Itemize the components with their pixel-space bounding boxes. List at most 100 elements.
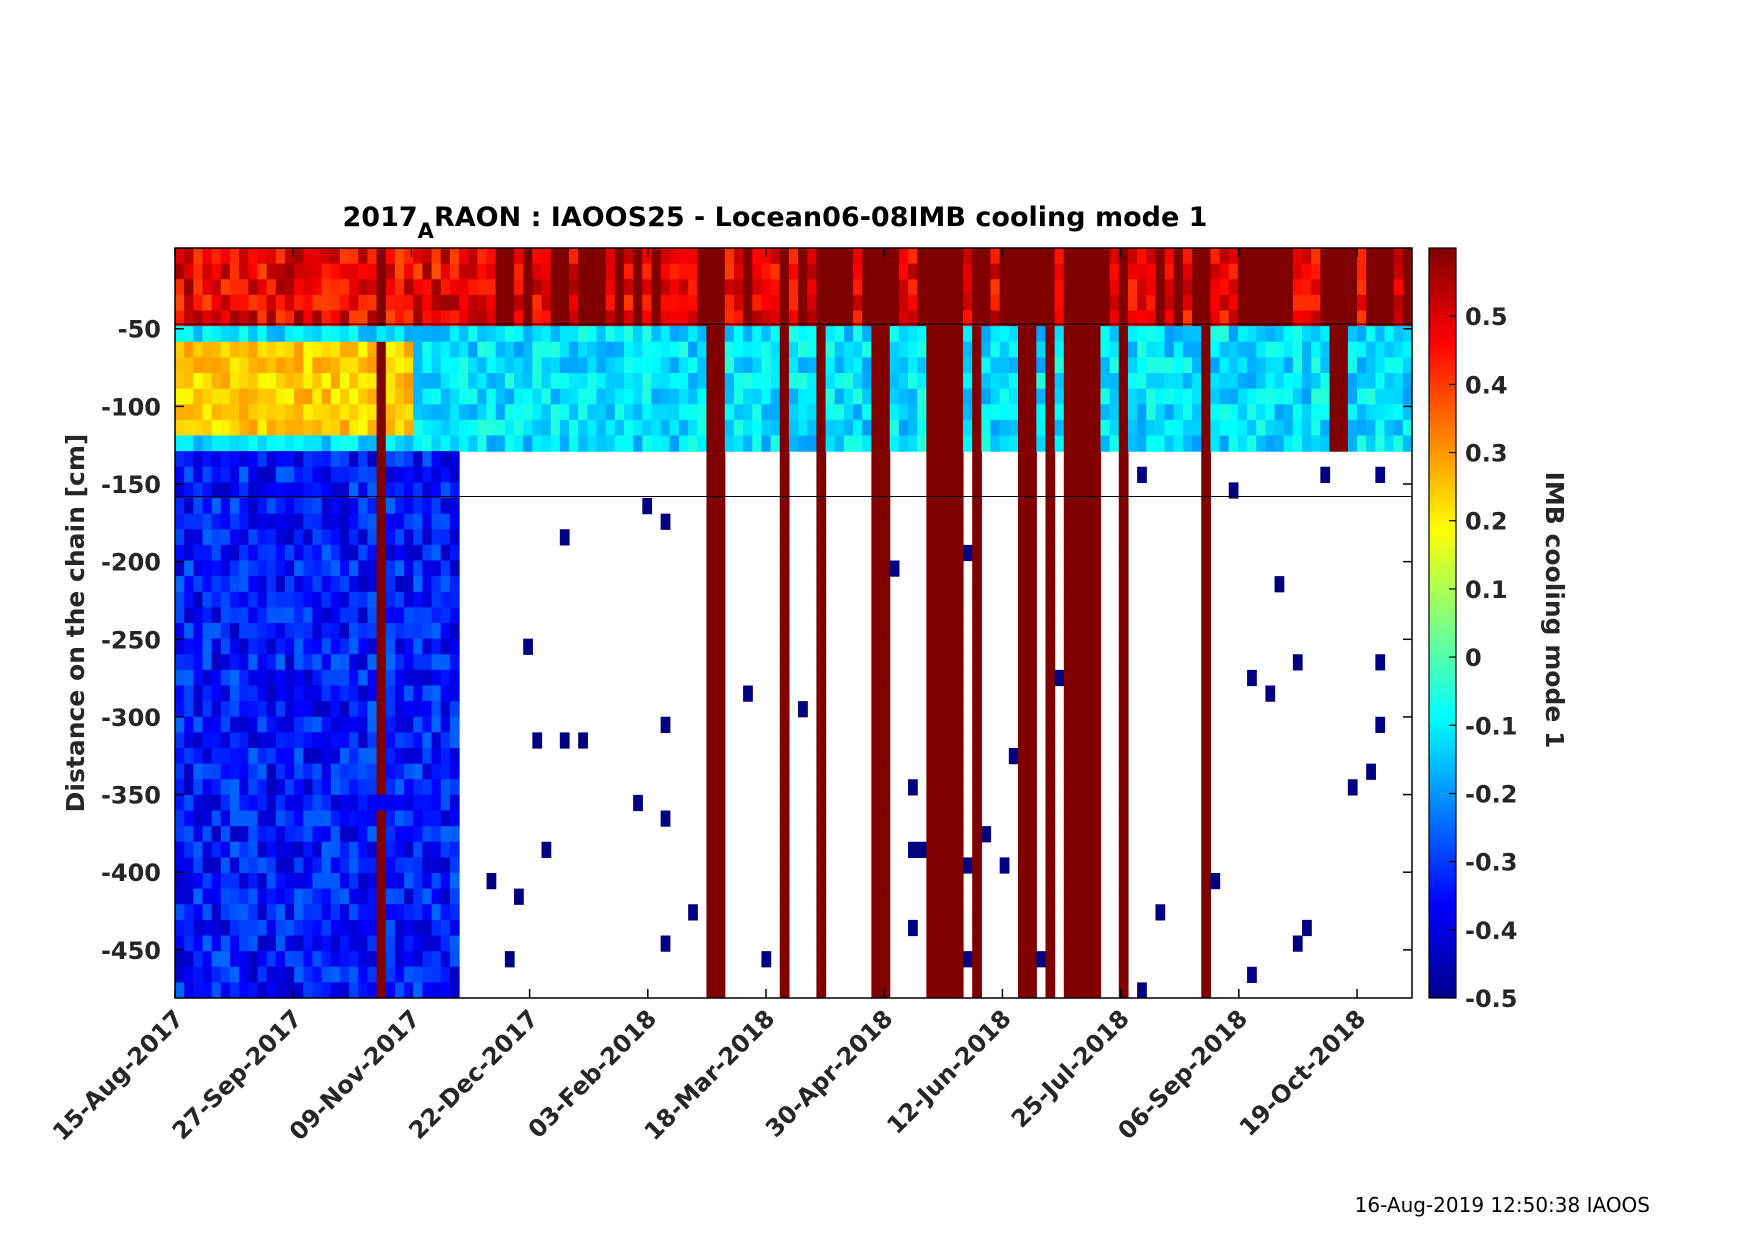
heatmap-cell (184, 919, 194, 937)
heatmap-cell (321, 388, 332, 405)
heatmap-cell (706, 451, 717, 468)
heatmap-cell (284, 607, 295, 624)
heatmap-cell (202, 966, 213, 983)
heatmap-cell (321, 951, 332, 968)
heatmap-cell (294, 763, 304, 780)
heatmap-cell (404, 873, 414, 890)
heatmap-cell (953, 248, 964, 265)
heatmap-cell (175, 623, 185, 640)
heatmap-cell (1072, 263, 1083, 280)
heatmap-cell (1118, 419, 1129, 437)
heatmap-cell (788, 294, 799, 312)
heatmap-cell (202, 451, 213, 468)
heatmap-cell (1329, 357, 1340, 374)
heatmap-cell (404, 685, 414, 702)
heatmap-cell (349, 732, 359, 749)
heatmap-cell (266, 951, 277, 968)
heatmap-cell (917, 310, 927, 327)
heatmap-cell (266, 279, 277, 296)
heatmap-cell (349, 419, 359, 437)
heatmap-cell (422, 638, 433, 655)
colorbar-tick-label: -0.4 (1465, 917, 1517, 945)
heatmap-cell (1347, 279, 1358, 296)
heatmap-cell (770, 279, 781, 296)
heatmap-cell (1201, 935, 1212, 952)
heatmap-cell (1100, 326, 1111, 343)
heatmap-cell (367, 326, 378, 343)
heatmap-cell (532, 310, 543, 327)
heatmap-cell (404, 560, 414, 577)
heatmap-cell (275, 669, 286, 687)
heatmap-cell (587, 326, 598, 343)
heatmap-cell (239, 826, 249, 843)
heatmap-cell (1201, 857, 1212, 874)
heatmap-cell (862, 419, 872, 437)
heatmap-cell (175, 638, 185, 655)
heatmap-cell (1375, 373, 1386, 390)
heatmap-cell (871, 248, 882, 265)
heatmap-cell (312, 248, 323, 265)
heatmap-cell (715, 841, 726, 858)
heatmap-cell (862, 326, 872, 343)
heatmap-cell (175, 435, 185, 452)
heatmap-cell (706, 857, 717, 874)
heatmap-cell (706, 982, 717, 998)
heatmap-cell (1164, 373, 1175, 390)
heatmap-cell (550, 263, 561, 280)
heatmap-cell (1118, 591, 1129, 608)
heatmap-cell (1063, 623, 1074, 640)
heatmap-cell (449, 498, 460, 515)
heatmap-cell (275, 544, 286, 562)
heatmap-cell (816, 935, 827, 952)
heatmap-cell (275, 888, 286, 905)
heatmap-cell (248, 841, 259, 858)
heatmap-cell (697, 373, 708, 390)
heatmap-cell (211, 919, 222, 937)
heatmap-cell (431, 779, 442, 796)
heatmap-cell (330, 357, 341, 374)
heatmap-cell (1017, 294, 1028, 312)
heatmap-cell (871, 873, 882, 890)
heatmap-cell (385, 966, 396, 983)
heatmap-cell (358, 419, 369, 437)
heatmap-cell (1118, 888, 1129, 905)
heatmap-cell (349, 279, 359, 296)
heatmap-cell (871, 919, 882, 937)
heatmap-cell (449, 701, 460, 718)
heatmap-cell (926, 810, 937, 827)
heatmap-cell (449, 326, 460, 343)
heatmap-cell (202, 482, 213, 499)
heatmap-cell (1292, 404, 1303, 421)
heatmap-cell (633, 419, 643, 437)
heatmap-cell (1027, 341, 1037, 358)
heatmap-cell (587, 341, 598, 358)
heatmap-cell (843, 373, 854, 390)
heatmap-cell (449, 966, 460, 983)
heatmap-cell (798, 248, 808, 265)
heatmap-cell (220, 529, 231, 546)
heatmap-cell (752, 419, 763, 437)
heatmap-cell (175, 404, 185, 421)
heatmap-cell (953, 841, 964, 858)
heatmap-cell (184, 560, 194, 577)
heatmap-cell (211, 294, 222, 312)
heatmap-cell (1338, 357, 1349, 374)
heatmap-cell (239, 685, 249, 702)
heatmap-cell (523, 373, 533, 390)
heatmap-cell (953, 279, 964, 296)
heatmap-cell (175, 576, 185, 593)
heatmap-cell (211, 419, 222, 437)
heatmap-cell (926, 388, 937, 405)
heatmap-cell (926, 451, 937, 468)
heatmap-cell (715, 513, 726, 530)
heatmap-cell (376, 669, 387, 687)
heatmap-cell (798, 373, 808, 390)
heatmap-cell (248, 857, 259, 874)
heatmap-cell (569, 310, 579, 327)
heatmap-cell (633, 357, 643, 374)
heatmap-cell (1302, 404, 1312, 421)
heatmap-cell (294, 341, 304, 358)
heatmap-cell (1265, 419, 1276, 437)
heatmap-cell (431, 357, 442, 374)
heatmap-cell (266, 560, 277, 577)
